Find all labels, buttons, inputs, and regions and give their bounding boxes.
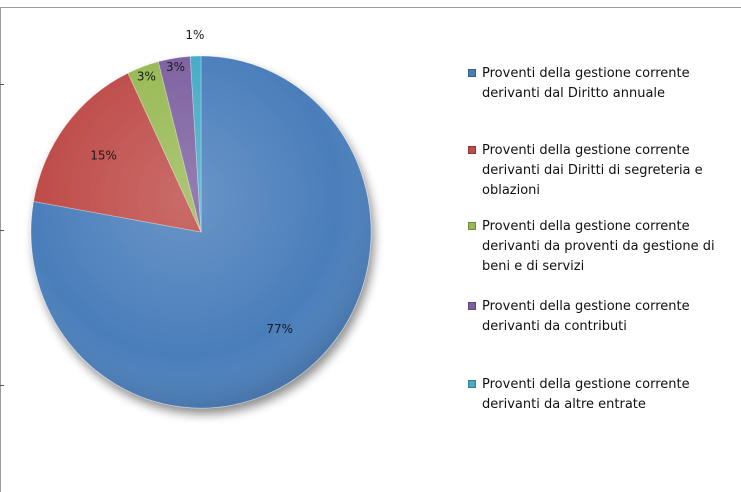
pie-slices [30, 55, 372, 409]
legend-label: Proventi della gestione corrente derivan… [482, 299, 690, 334]
legend-swatch [468, 69, 476, 77]
pie-data-label: 1% [185, 28, 204, 42]
frame-tick [0, 84, 4, 85]
pie-data-label: 15% [90, 148, 117, 162]
legend-label: Proventi della gestione corrente derivan… [482, 143, 703, 198]
legend-swatch [468, 146, 476, 154]
frame-tick [0, 385, 4, 386]
frame-tick [0, 230, 4, 231]
legend-swatch [468, 222, 476, 230]
pie-data-label: 3% [166, 60, 185, 74]
legend-label: Proventi della gestione corrente derivan… [482, 377, 690, 412]
pie-data-label: 3% [137, 70, 156, 84]
legend-swatch [468, 302, 476, 310]
pie-data-labels: 77% 15% 3% 3% 1% [90, 28, 293, 336]
chart-border-top [0, 7, 741, 8]
pie-data-label: 77% [266, 322, 293, 336]
legend-label: Proventi della gestione corrente derivan… [482, 219, 715, 274]
legend-label: Proventi della gestione corrente derivan… [482, 66, 690, 101]
legend-swatch [468, 380, 476, 388]
chart-border-left [0, 7, 1, 492]
